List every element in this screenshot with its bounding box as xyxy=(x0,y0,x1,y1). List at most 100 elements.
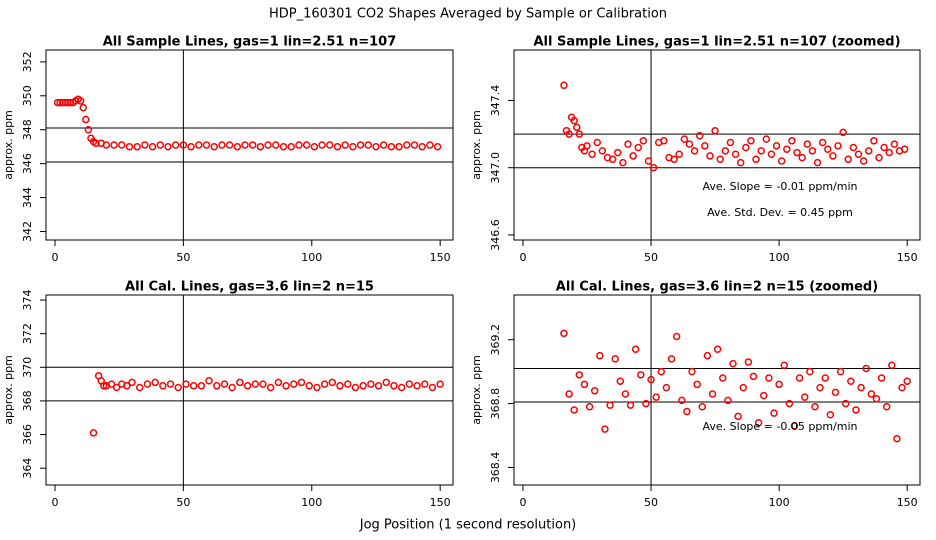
point xyxy=(877,374,886,382)
point xyxy=(570,116,578,125)
point xyxy=(847,377,855,385)
point xyxy=(616,377,625,385)
point xyxy=(693,380,701,389)
point xyxy=(372,142,380,151)
point xyxy=(859,157,868,165)
point xyxy=(287,142,295,151)
point xyxy=(795,374,804,382)
point xyxy=(92,139,100,148)
point xyxy=(783,145,791,153)
point xyxy=(333,142,342,151)
point xyxy=(426,141,434,149)
point xyxy=(82,115,90,124)
panel-title: All Sample Lines, gas=1 lin=2.51 n=107 xyxy=(103,35,397,50)
point xyxy=(831,388,840,397)
x-tick-label: 150 xyxy=(430,251,451,264)
point xyxy=(900,145,909,153)
point xyxy=(642,399,650,408)
point xyxy=(770,409,778,417)
point xyxy=(657,367,666,376)
y-tick-label: 346 xyxy=(21,153,34,174)
point xyxy=(367,380,375,388)
point xyxy=(803,140,812,148)
point xyxy=(256,142,265,151)
point xyxy=(159,382,167,390)
point xyxy=(205,377,213,385)
point xyxy=(675,150,683,158)
point xyxy=(565,130,573,138)
point xyxy=(593,138,601,147)
point xyxy=(143,380,152,388)
x-tick-label: 0 xyxy=(519,496,526,509)
point xyxy=(880,143,888,152)
point xyxy=(731,150,740,158)
point xyxy=(662,383,671,392)
point xyxy=(220,380,229,388)
point xyxy=(336,382,344,390)
point xyxy=(629,152,637,160)
point xyxy=(118,141,126,149)
point xyxy=(349,142,357,151)
point xyxy=(228,383,236,392)
point xyxy=(836,367,845,376)
y-tick-label: 370 xyxy=(21,357,34,378)
point xyxy=(706,152,714,160)
point xyxy=(793,148,801,157)
point xyxy=(320,380,329,388)
point xyxy=(305,382,313,390)
point xyxy=(806,367,814,376)
point xyxy=(721,147,730,155)
point xyxy=(266,383,275,392)
point xyxy=(112,383,121,392)
point xyxy=(590,387,599,395)
point xyxy=(813,158,822,167)
point xyxy=(652,393,660,401)
point xyxy=(875,153,883,162)
point xyxy=(865,147,873,155)
point xyxy=(413,382,421,390)
x-tick-label: 50 xyxy=(644,251,658,264)
x-tick-label: 150 xyxy=(897,251,918,264)
point xyxy=(236,378,244,387)
point xyxy=(356,141,365,149)
point xyxy=(202,141,211,149)
point xyxy=(56,98,64,107)
point xyxy=(565,390,573,398)
plot-frame xyxy=(513,49,921,241)
point xyxy=(724,396,732,405)
point xyxy=(772,142,781,150)
point xyxy=(125,142,134,151)
point xyxy=(800,393,809,401)
x-tick-label: 0 xyxy=(51,251,58,264)
y-tick-label: 342 xyxy=(21,221,34,242)
point xyxy=(685,140,694,148)
point xyxy=(742,143,750,152)
point xyxy=(626,401,635,409)
point xyxy=(739,383,748,392)
point xyxy=(726,138,735,147)
point xyxy=(698,403,707,411)
point xyxy=(716,155,724,164)
point xyxy=(225,141,234,149)
point xyxy=(61,98,70,107)
x-tick-label: 50 xyxy=(176,251,190,264)
point xyxy=(573,123,581,132)
plot-frame xyxy=(513,294,921,486)
point xyxy=(747,137,755,145)
point xyxy=(272,141,280,149)
point xyxy=(84,125,93,134)
point xyxy=(570,406,578,414)
y-tick-label: 352 xyxy=(21,51,34,72)
point xyxy=(613,148,622,157)
annotation: Ave. Slope = -0.05 ppm/min xyxy=(703,420,858,433)
point xyxy=(596,351,604,360)
point xyxy=(351,383,360,392)
y-tick-label: 347.4 xyxy=(489,85,502,117)
point xyxy=(195,141,203,149)
point xyxy=(359,382,367,390)
point xyxy=(744,358,753,366)
y-axis-label: approx. ppm xyxy=(2,355,15,425)
point xyxy=(862,364,870,373)
point xyxy=(762,135,771,143)
x-tick-label: 150 xyxy=(897,496,918,509)
